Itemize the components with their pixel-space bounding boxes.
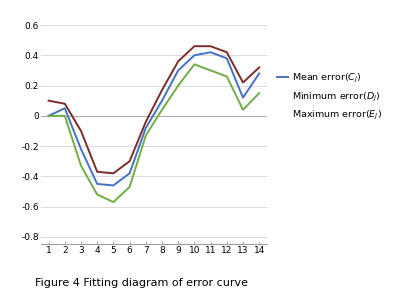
Text: Figure 4 Fitting diagram of error curve: Figure 4 Fitting diagram of error curve <box>35 278 248 288</box>
Legend: Mean error($C_j$), Minimum error($D_j$), Maximum error($E_j$): Mean error($C_j$), Minimum error($D_j$),… <box>277 72 382 122</box>
